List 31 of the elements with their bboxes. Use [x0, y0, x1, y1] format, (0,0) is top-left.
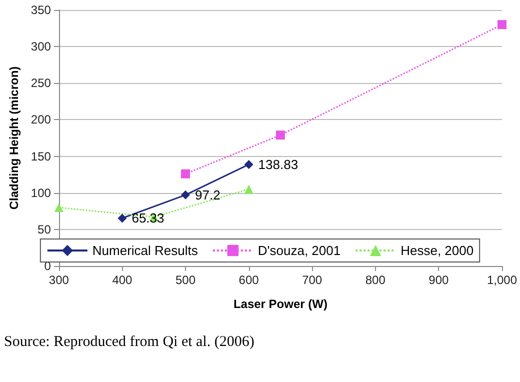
- y-tick-label: 100: [30, 186, 52, 200]
- x-tick-label: 1,000: [486, 273, 518, 287]
- y-tick-label: 50: [38, 222, 52, 236]
- y-tick-label: 150: [30, 149, 52, 164]
- x-tick-label: 900: [428, 273, 450, 287]
- point: [244, 184, 254, 194]
- x-tick-label: 300: [48, 273, 70, 287]
- legend-label: Hesse, 2000: [400, 243, 474, 258]
- point: [181, 190, 190, 200]
- x-tick-label: 700: [302, 273, 322, 287]
- source-note: Source: Reproduced from Qi et al. (2006): [3, 333, 256, 352]
- data-label: 138.83: [258, 156, 298, 172]
- point: [118, 214, 127, 223]
- x-tick-label: 500: [175, 273, 196, 287]
- y-tick-label: 300: [30, 40, 52, 54]
- y-tick-label: 250: [30, 76, 52, 90]
- x-axis-title: Laser Power (W): [233, 297, 328, 311]
- point: [276, 130, 285, 140]
- x-tick-label: 600: [238, 273, 260, 287]
- y-tick-label: 200: [30, 112, 52, 127]
- legend-label: D'souza, 2001: [258, 243, 341, 258]
- point: [54, 202, 64, 212]
- data-label: 97.2: [195, 187, 220, 202]
- y-axis-title: Cladding Height (micron): [7, 66, 21, 210]
- x-tick-label: 800: [365, 273, 386, 287]
- y-tick-label: 350: [30, 3, 52, 17]
- x-tick-label: 400: [112, 273, 133, 287]
- point: [244, 160, 254, 169]
- point: [497, 20, 506, 30]
- legend-label: Numerical Results: [92, 243, 198, 258]
- point: [181, 169, 190, 178]
